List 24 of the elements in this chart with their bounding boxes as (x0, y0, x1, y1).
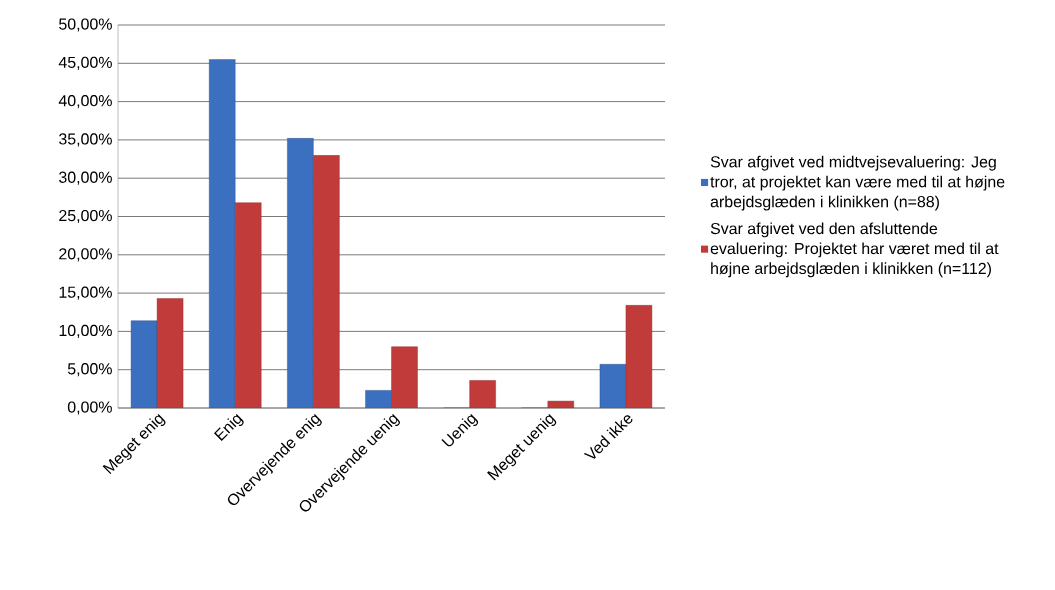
y-tick-label: 0,00% (67, 401, 112, 415)
bar (209, 59, 236, 408)
y-tick-label: 25,00% (59, 209, 112, 224)
y-tick-label: 45,00% (58, 56, 112, 70)
x-tick-label: Enig (213, 414, 244, 441)
y-tick-label: 20,00% (59, 248, 112, 262)
bar (625, 305, 653, 408)
bar (156, 298, 184, 408)
legend-label: Svar afgivet ved midtvejsevaluering: Jeg tror, at projektet kan være med til at højne arbejdsglæden i klinikken (n=88) (710, 155, 1005, 211)
y-tick-label: 30,00% (59, 171, 112, 185)
y-tick-label: 40,00% (58, 95, 112, 109)
bar (313, 155, 340, 408)
bar (235, 202, 262, 408)
y-tick-label: 5,00% (67, 363, 112, 377)
bar (287, 138, 314, 408)
y-tick-label: 50,00% (59, 18, 112, 32)
bar (469, 380, 496, 408)
bar (391, 346, 418, 408)
y-tick-label: 15,00% (59, 286, 112, 300)
y-tick-label: 35,00% (59, 133, 112, 147)
y-tick-label: 10,00% (59, 324, 112, 338)
bar (130, 320, 158, 408)
legend-label: Svar afgivet ved den afsluttende evaluering: Projektet har været med til at højne arbejdsglæden i klinikken (n=112) (710, 222, 999, 278)
x-tick-label: Ved ikke (583, 415, 633, 459)
